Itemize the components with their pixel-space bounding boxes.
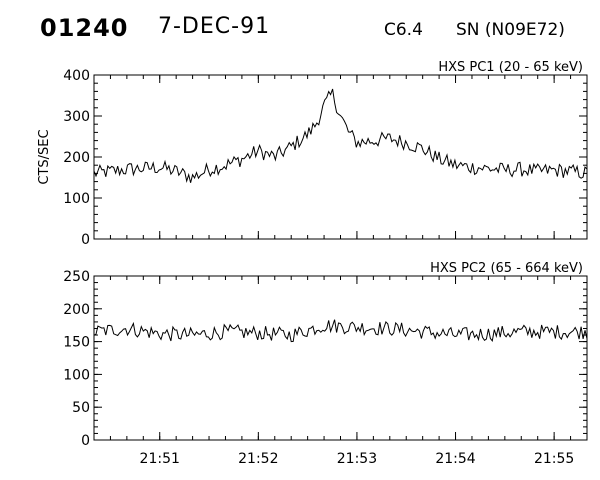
series-line bbox=[93, 88, 588, 183]
x-tick-label: 21:54 bbox=[435, 451, 475, 467]
series-line bbox=[93, 319, 588, 343]
event-date: 7-DEC-91 bbox=[158, 14, 271, 39]
goes-class: C6.4 bbox=[384, 20, 423, 40]
y-tick-label: 50 bbox=[72, 400, 90, 416]
y-tick-label: 0 bbox=[81, 433, 90, 449]
x-tick-label: 21:52 bbox=[238, 451, 278, 467]
flare-location: SN (N09E72) bbox=[456, 20, 565, 40]
pc2-panel: 0 50 100 150 200 250 21:51 21:52 21:53 21:54 21:55… bbox=[63, 261, 588, 467]
y-tick-label: 250 bbox=[63, 269, 90, 285]
x-tick-label: 21:51 bbox=[140, 451, 180, 467]
y-tick-label: 300 bbox=[63, 109, 90, 125]
x-tick-label: 21:55 bbox=[534, 451, 574, 467]
event-id: 01240 bbox=[40, 14, 129, 42]
y-axis-label: CTS/SEC bbox=[37, 129, 52, 184]
x-tick-label: 21:53 bbox=[337, 451, 377, 467]
plot-frame bbox=[93, 74, 588, 240]
y-tick-label: 150 bbox=[63, 335, 90, 351]
panel-title: HXS PC2 (65 - 664 keV) bbox=[430, 261, 583, 276]
pc1-panel: 0 100 200 300 400 HXS PC1 (20 - 65 keV) CTS/SE… bbox=[37, 60, 588, 248]
y-tick-label: 400 bbox=[63, 68, 90, 84]
panel-title: HXS PC1 (20 - 65 keV) bbox=[438, 60, 583, 75]
y-tick-label: 200 bbox=[63, 302, 90, 318]
y-tick-label: 0 bbox=[81, 232, 90, 248]
y-tick-label: 200 bbox=[63, 150, 90, 166]
plot-frame bbox=[93, 275, 588, 441]
y-tick-label: 100 bbox=[63, 191, 90, 207]
y-tick-label: 100 bbox=[63, 367, 90, 383]
